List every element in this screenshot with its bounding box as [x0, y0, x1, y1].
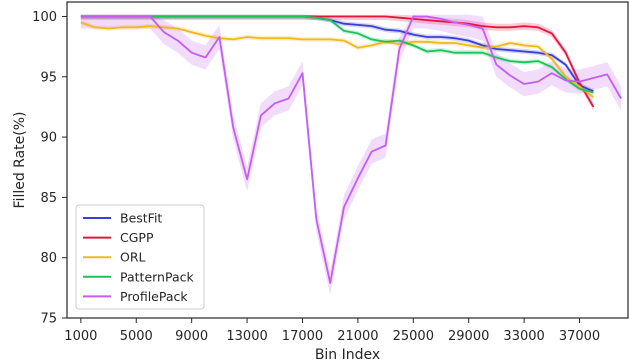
legend-label-bestfit: BestFit — [120, 211, 162, 226]
x-tick-label: 29000 — [448, 329, 489, 344]
x-tick-label: 13000 — [226, 329, 267, 344]
y-tick-label: 80 — [40, 251, 57, 266]
legend: BestFit CGPP ORL PatternPack ProfilePack — [75, 204, 205, 310]
line-patternpack — [80, 15, 594, 94]
y-axis-title: Filled Rate(%) — [12, 112, 28, 209]
legend-box — [75, 204, 205, 310]
y-axis-ticks: 75 80 85 90 95 100 — [32, 10, 67, 327]
y-tick-label: 95 — [40, 70, 57, 85]
x-axis-ticks: 1000 5000 9000 13000 17000 21000 25000 29000 330… — [64, 318, 600, 344]
y-tick-label: 100 — [32, 10, 57, 25]
x-axis-title: Bin Index — [315, 347, 380, 363]
y-tick-label: 85 — [40, 191, 57, 206]
x-tick-label: 5000 — [120, 329, 153, 344]
x-tick-label: 33000 — [503, 329, 544, 344]
legend-label-orl: ORL — [120, 250, 146, 265]
x-tick-label: 17000 — [282, 329, 323, 344]
line-orl — [80, 21, 594, 99]
line-profilepack — [80, 15, 622, 284]
x-tick-label: 9000 — [175, 329, 208, 344]
legend-label-cgpp: CGPP — [120, 230, 154, 245]
x-tick-label: 25000 — [393, 329, 434, 344]
series-lines — [80, 15, 622, 284]
legend-label-profilepack: ProfilePack — [120, 289, 188, 304]
x-tick-label: 21000 — [337, 329, 378, 344]
x-tick-label: 37000 — [559, 329, 600, 344]
y-tick-label: 75 — [40, 312, 57, 327]
y-tick-label: 90 — [40, 131, 57, 146]
legend-label-patternpack: PatternPack — [120, 269, 194, 284]
x-tick-label: 1000 — [64, 329, 97, 344]
